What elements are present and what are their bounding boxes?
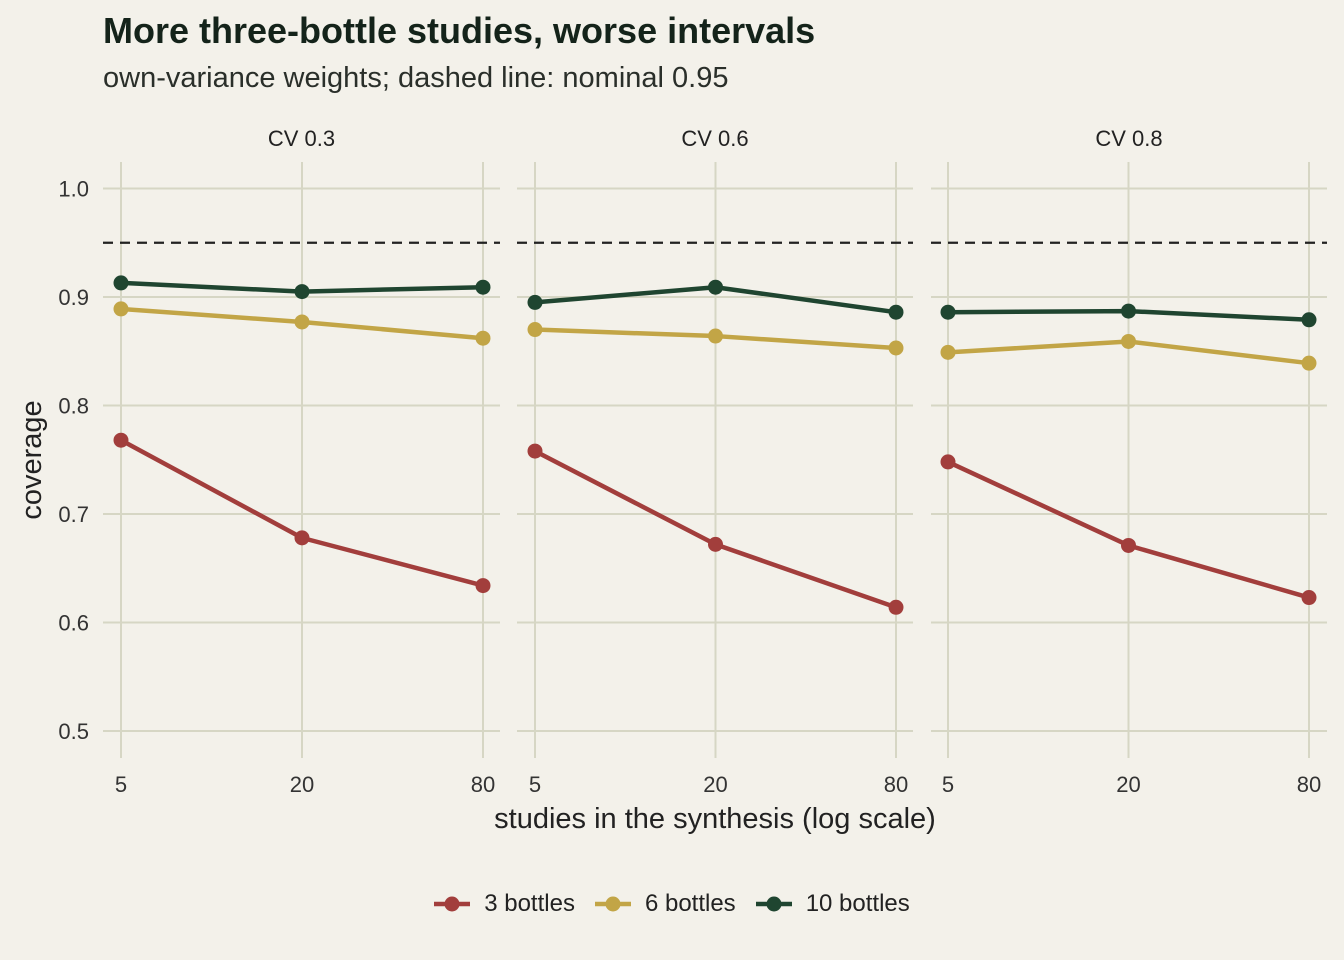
data-point — [527, 294, 543, 310]
x-tick-label: 80 — [471, 772, 495, 797]
legend-item: 6 bottles — [594, 890, 736, 918]
legend-label: 3 bottles — [484, 890, 575, 917]
legend-marker — [605, 896, 621, 912]
data-point — [113, 432, 129, 448]
facet-label: CV 0.8 — [1095, 126, 1162, 151]
data-point — [708, 536, 723, 552]
data-point — [940, 304, 956, 320]
data-point — [888, 340, 904, 356]
data-point — [940, 344, 956, 360]
legend-key — [755, 896, 792, 912]
facet-label: CV 0.6 — [681, 126, 748, 151]
x-tick-label: 20 — [703, 772, 727, 797]
x-tick-label: 20 — [290, 772, 314, 797]
data-point — [294, 530, 310, 546]
facet-panel: CV 0.6 5 20 80 — [517, 126, 913, 797]
data-point — [294, 314, 310, 330]
data-point — [708, 279, 723, 295]
y-tick-label: 0.7 — [58, 502, 89, 527]
facet-label: CV 0.3 — [268, 126, 335, 151]
legend-key — [594, 896, 631, 912]
legend: 3 bottles 6 bottles 10 bottles — [0, 890, 1344, 918]
legend-marker — [444, 896, 460, 912]
y-tick-label: 0.5 — [58, 719, 89, 744]
x-tick-label: 5 — [529, 772, 541, 797]
data-point — [1121, 537, 1136, 553]
x-tick-label: 80 — [1297, 772, 1321, 797]
data-point — [1121, 303, 1136, 319]
data-point — [1301, 590, 1317, 606]
y-tick-label: 0.6 — [58, 611, 89, 636]
data-point — [940, 454, 956, 470]
facet-panel: CV 0.3 5 20 80 — [103, 126, 500, 797]
data-point — [527, 443, 543, 459]
x-tick-label: 80 — [884, 772, 908, 797]
data-point — [475, 578, 491, 594]
y-tick-label: 0.8 — [58, 394, 89, 419]
data-point — [708, 328, 723, 344]
chart-title: More three-bottle studies, worse interva… — [103, 10, 816, 51]
legend-marker — [766, 896, 782, 912]
legend-key — [434, 896, 471, 912]
data-point — [1301, 312, 1317, 328]
legend-label: 10 bottles — [805, 890, 910, 917]
legend-item: 3 bottles — [434, 890, 575, 918]
x-axis-title: studies in the synthesis (log scale) — [494, 803, 936, 835]
data-point — [1301, 355, 1317, 371]
y-tick-label: 0.9 — [58, 285, 89, 310]
data-point — [1121, 333, 1136, 349]
facet-panel: CV 0.8 5 20 80 — [931, 126, 1327, 797]
y-tick-label: 1.0 — [58, 177, 89, 202]
data-point — [113, 301, 129, 317]
chart-subtitle: own-variance weights; dashed line: nomin… — [103, 62, 729, 94]
data-point — [527, 322, 543, 338]
data-point — [113, 275, 129, 291]
data-point — [888, 599, 904, 615]
data-point — [294, 284, 310, 300]
legend-item: 10 bottles — [755, 890, 910, 918]
x-tick-label: 5 — [115, 772, 127, 797]
plot-area: CV 0.3 5 20 80 CV 0.6 5 20 80 CV 0.8 5 20 80 0.5 0.6 0… — [16, 126, 1327, 835]
x-tick-label: 5 — [942, 772, 954, 797]
legend-label: 6 bottles — [644, 890, 736, 917]
data-point — [475, 279, 491, 295]
data-point — [475, 330, 491, 346]
data-point — [888, 304, 904, 320]
x-tick-label: 20 — [1116, 772, 1140, 797]
y-axis-title: coverage — [16, 400, 48, 519]
